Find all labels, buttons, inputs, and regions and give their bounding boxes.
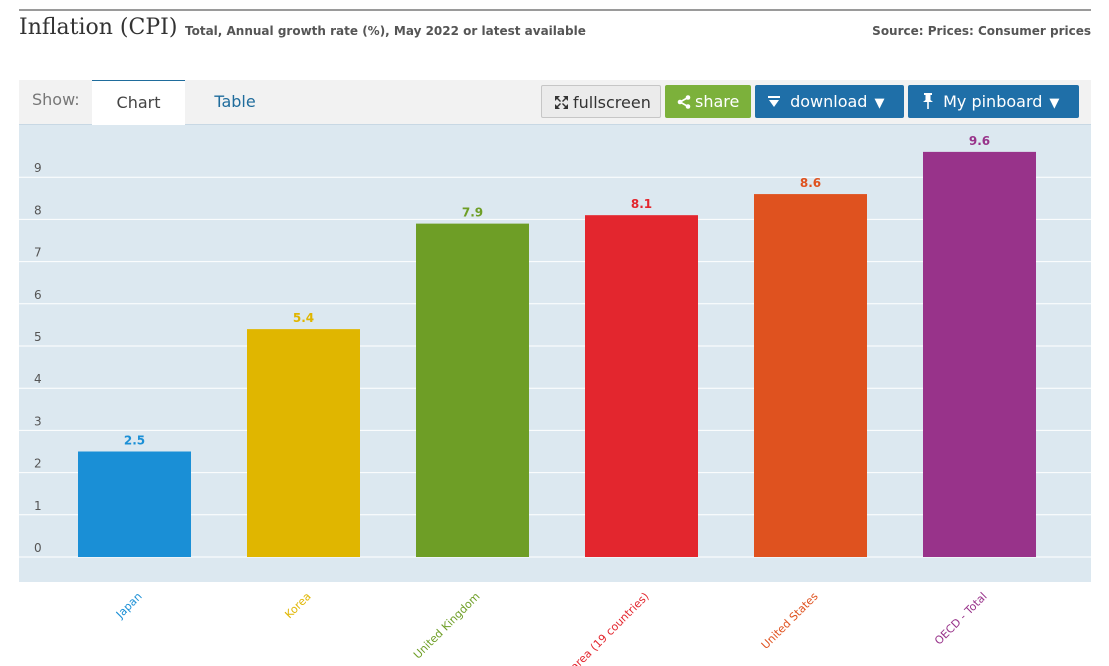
data-label: 2.5: [124, 434, 145, 448]
data-label: 5.4: [293, 311, 314, 325]
show-label: Show:: [32, 90, 80, 109]
pin-icon: [922, 85, 934, 118]
top-rule: [19, 9, 1091, 11]
y-tick-label: 1: [34, 499, 42, 513]
share-icon: [677, 85, 691, 118]
bar: [78, 451, 191, 557]
y-tick-label: 5: [34, 330, 42, 344]
bar: [923, 151, 1036, 557]
y-tick-label: 2: [34, 457, 42, 471]
pinboard-button[interactable]: My pinboard ▼: [908, 85, 1079, 118]
tab-chart[interactable]: Chart: [92, 80, 185, 125]
chevron-down-icon: ▼: [1049, 96, 1060, 111]
data-label: 8.6: [800, 176, 821, 190]
category-label: United Kingdom: [411, 590, 483, 662]
bar: [247, 329, 360, 557]
y-tick-label: 6: [34, 288, 42, 302]
category-label: Japan: [113, 590, 145, 622]
fullscreen-button[interactable]: fullscreen: [541, 85, 661, 118]
data-label: 8.1: [631, 197, 652, 211]
download-button[interactable]: download ▼: [755, 85, 904, 118]
page-title: Inflation (CPI): [19, 15, 178, 40]
fullscreen-label: fullscreen: [573, 93, 651, 112]
category-label: United States: [759, 590, 821, 652]
expand-icon: [554, 86, 569, 119]
chart-plot-area: [19, 125, 1091, 582]
y-tick-label: 9: [34, 161, 42, 175]
share-label: share: [695, 92, 740, 111]
subtitle: Total, Annual growth rate (%), May 2022 …: [185, 24, 586, 38]
chart-toolbar: Show: Chart Table fullscreen share downl…: [19, 80, 1091, 125]
pinboard-label: My pinboard: [943, 92, 1043, 111]
download-label: download: [790, 92, 868, 111]
bar: [585, 215, 698, 557]
data-label: 7.9: [462, 206, 483, 220]
chevron-down-icon: ▼: [874, 96, 885, 111]
bar: [416, 223, 529, 557]
source-label: Source:: [872, 24, 924, 38]
tab-table[interactable]: Table: [214, 92, 256, 111]
y-tick-label: 4: [34, 372, 42, 386]
category-label: OECD - Total: [932, 590, 990, 648]
category-label: Euro area (19 countries): [548, 590, 652, 666]
category-label: Korea: [282, 590, 313, 621]
share-button[interactable]: share: [665, 85, 751, 118]
data-label: 9.6: [969, 134, 990, 148]
source-text: Prices: Consumer prices: [927, 24, 1091, 38]
bar: [754, 194, 867, 557]
download-icon: [767, 85, 781, 118]
y-tick-label: 8: [34, 203, 42, 217]
y-tick-label: 0: [34, 541, 42, 555]
y-tick-label: 3: [34, 414, 42, 428]
source: Source: Prices: Consumer prices: [872, 24, 1091, 38]
y-tick-label: 7: [34, 246, 42, 260]
